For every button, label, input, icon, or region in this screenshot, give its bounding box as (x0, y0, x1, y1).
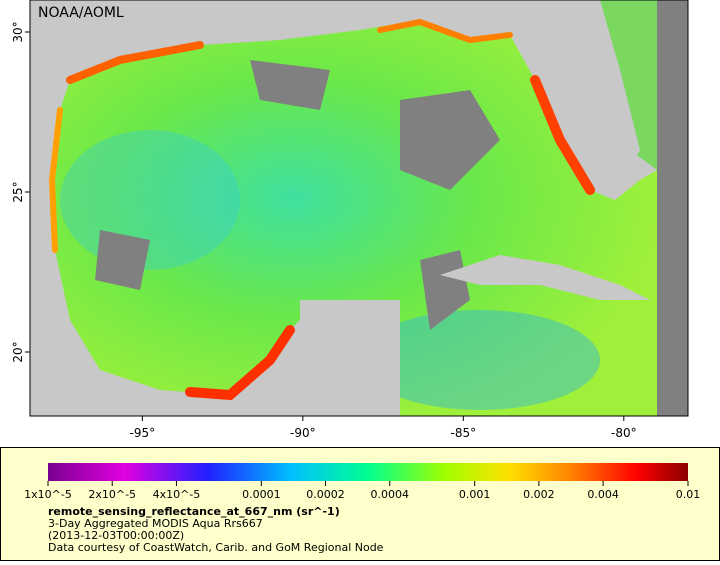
x-tick-label: -95° (130, 426, 156, 440)
map-area (30, 0, 688, 416)
legend-line: 3-Day Aggregated MODIS Aqua Rrs667 (48, 517, 263, 530)
y-tick-label: 30° (11, 21, 25, 42)
ocean (50, 20, 657, 416)
y-tick-label: 20° (11, 341, 25, 362)
colorbar-tick-label: 1x10^-5 (24, 488, 72, 501)
colorbar-tick-label: 0.004 (587, 488, 619, 501)
colorbar-tick-label: 0.01 (676, 488, 701, 501)
label-box (34, 2, 130, 22)
colorbar-tick-label: 0.0001 (242, 488, 281, 501)
florida (540, 0, 640, 185)
legend-title: remote_sensing_reflectance_at_667_nm (sr… (48, 505, 340, 518)
legend-line: Data courtesy of CoastWatch, Carib. and … (48, 541, 384, 554)
no-data (95, 0, 688, 416)
colorbar-tick-label: 2x10^-5 (88, 488, 136, 501)
colorbar-tick-label: 0.001 (459, 488, 491, 501)
x-tick-label: -90° (290, 426, 316, 440)
map-label: NOAA/AOML (38, 5, 124, 21)
map-frame (29, 0, 689, 417)
y-tick-label: 25° (11, 181, 25, 202)
ocean-patch (60, 130, 240, 270)
yucatan (300, 300, 400, 416)
ocean-patch (360, 310, 600, 410)
cuba (440, 255, 650, 300)
x-tick-label: -80° (611, 426, 637, 440)
x-tick-label: -85° (451, 426, 477, 440)
coastal-high (48, 18, 595, 401)
colorbar-tick-label: 0.0004 (371, 488, 410, 501)
legend-line: (2013-12-03T00:00:00Z) (48, 529, 184, 542)
colorbar-tick-label: 0.0002 (306, 488, 345, 501)
colorbar-tick-label: 4x10^-5 (153, 488, 201, 501)
colorbar (48, 463, 688, 481)
colorbar-tick-label: 0.002 (523, 488, 555, 501)
